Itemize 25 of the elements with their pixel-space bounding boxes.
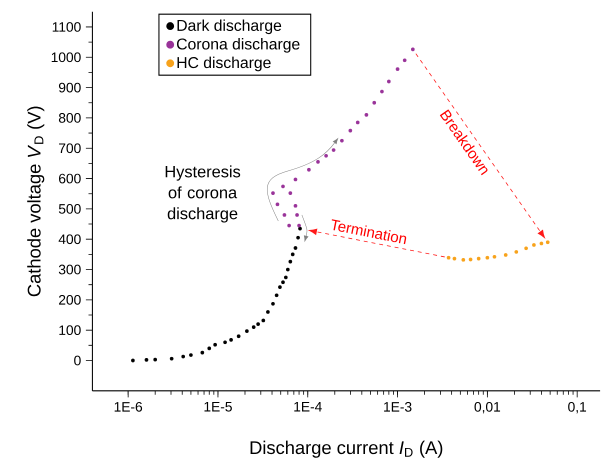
y-tick-label: 1000 bbox=[52, 52, 81, 62]
y-tick-label: 900 bbox=[58, 82, 81, 92]
y-tick-label: 400 bbox=[58, 234, 81, 244]
y-tick-label: 800 bbox=[58, 112, 81, 123]
y-tick-label: 0 bbox=[74, 355, 81, 366]
y-tick-label: 600 bbox=[59, 174, 81, 184]
annotation: Hysteresis of corona discharge bbox=[166, 165, 240, 222]
y-axis-title: Cathode voltage V$_{D}$ (V) bbox=[27, 106, 44, 296]
x-tick-label: 0,1 bbox=[568, 402, 586, 414]
y-tick-label: 500 bbox=[58, 204, 81, 214]
x-tick-label: 1E-3 bbox=[384, 402, 412, 412]
annotation: Termination bbox=[332, 219, 406, 244]
y-tick-label: 700 bbox=[59, 143, 81, 153]
legend-label: HC discharge bbox=[178, 56, 271, 72]
x-axis-title: Discharge current I$_{D}$ (A) bbox=[250, 440, 442, 458]
x-tick-label: 1E-5 bbox=[204, 402, 232, 412]
x-tick-label: 0,01 bbox=[474, 402, 500, 414]
legend-label: Corona discharge bbox=[177, 38, 300, 52]
y-tick-label: 200 bbox=[59, 294, 81, 305]
y-tick-label: 100 bbox=[59, 325, 81, 335]
y-tick-label: 300 bbox=[58, 264, 81, 274]
x-tick-label: 1E-4 bbox=[294, 402, 322, 412]
x-tick-label: 1E-6 bbox=[114, 402, 142, 412]
legend-label: Dark discharge bbox=[178, 19, 282, 34]
y-tick-label: 1100 bbox=[52, 22, 81, 32]
